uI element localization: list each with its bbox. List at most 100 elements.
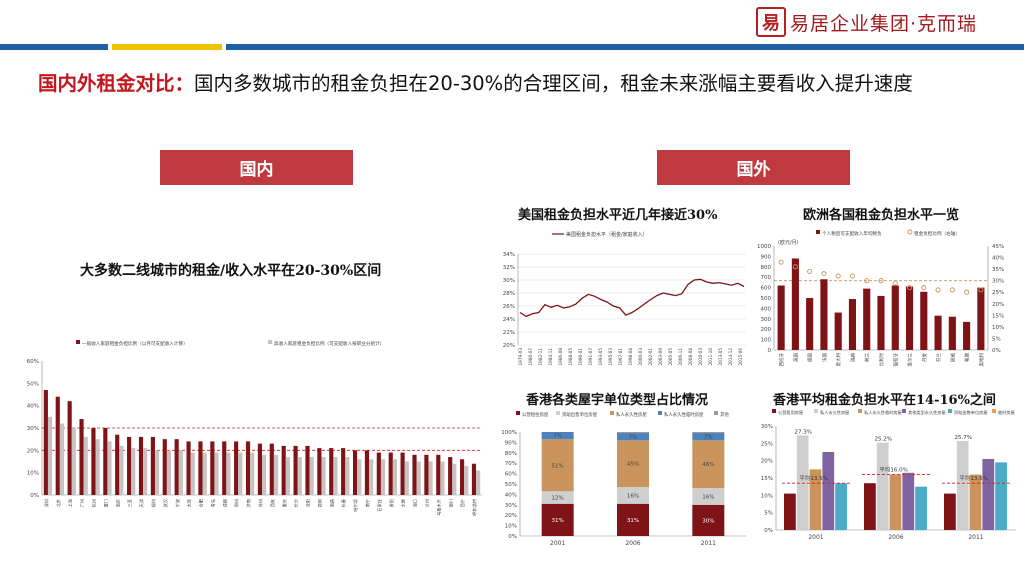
china-x-tick: 贵阳 (388, 499, 395, 507)
hktypes-segment (617, 440, 649, 488)
europe-bar (905, 286, 914, 350)
usa-x-tick: 2002-01 (648, 348, 653, 366)
hktypes-legend-swatch-4 (714, 411, 718, 415)
usa-x-tick: 2008-08 (688, 348, 693, 366)
europe-bar (934, 315, 942, 350)
hkburden-legend-swatch-0 (772, 409, 776, 413)
europe-bar (863, 288, 871, 350)
china-bar-high (226, 452, 231, 495)
hkburden-y-tick: 5% (764, 511, 773, 517)
china-y-tick: 40% (27, 404, 39, 410)
europe-x-tick: 荷兰 (864, 353, 871, 362)
hkburden-legend-label-2: 私人永久性临时房屋 (864, 409, 902, 416)
usa-x-tick: 1993-05 (598, 348, 603, 366)
europe-ratio-marker (864, 278, 870, 284)
china-bar-high (107, 441, 112, 495)
china-bar-high (238, 452, 243, 495)
hktypes-segment-label: 30% (702, 518, 714, 524)
china-bar-general (79, 419, 84, 495)
hktypes-y-tick: 60% (505, 472, 517, 478)
china-x-tick: 福州 (150, 499, 157, 507)
hktypes-y-tick: 80% (505, 451, 517, 457)
logo-text: 易居企业集团·克而瑞 (790, 12, 978, 35)
china-legend-label-0: 一般收入家庭租金负担比例（以月可支配收入计算） (82, 340, 188, 347)
hktypes-legend-swatch-2 (610, 411, 614, 415)
china-bar-general (341, 448, 346, 495)
hktypes-y-tick: 30% (505, 503, 517, 509)
headline-text: 国内多数城市的租金负担在20-30%的合理区间，租金未来涨幅主要看收入提升速度 (194, 72, 913, 95)
china-x-tick: 武汉 (162, 498, 169, 507)
china-chart-title: 大多数二线城市的租金/收入水平在20-30%区间 (80, 263, 382, 279)
china-x-tick: 苏州 (257, 499, 264, 507)
china-x-tick: 西安 (269, 499, 276, 507)
usa-x-tick: 1982-11 (538, 348, 543, 366)
europe-legend-swatch-1 (907, 229, 913, 235)
headline-highlight: 国内外租金对比： (38, 72, 195, 95)
china-bar-high (309, 457, 314, 495)
china-x-tick: 广州 (79, 499, 86, 507)
europe-y2-tick: 25% (992, 290, 1004, 296)
usa-x-tick: 1991-07 (588, 348, 593, 366)
hktypes-y-tick: 50% (505, 482, 517, 488)
europe-x-tick: 比利时 (878, 353, 885, 367)
usa-y-tick: 30% (503, 278, 515, 284)
china-bar-high (297, 457, 302, 495)
hkburden-bar (956, 440, 969, 530)
china-x-tick: 厦门 (102, 499, 109, 507)
hkburden-y-tick: 10% (761, 493, 773, 499)
europe-x-tick: 芬兰 (935, 353, 942, 362)
china-bar-high (392, 459, 397, 495)
usa-x-tick: 1995-03 (608, 348, 613, 366)
europe-y-unit: (欧元/月) (778, 239, 799, 246)
hk-housing-types-chart: 公营租住房屋 资助出售单位房屋 私人永久性房屋 私人永久性临时房屋 其他 0% 10% 20%… (501, 411, 746, 547)
china-bar-high (71, 428, 76, 495)
china-y-tick: 60% (27, 359, 39, 365)
china-bar-high (440, 461, 445, 495)
hkburden-y-tick: 30% (761, 424, 773, 430)
hkburden-bar-label: 25.7% (954, 435, 971, 441)
china-bar-general (150, 436, 155, 495)
hk-rent-burden-chart: 公营租用房屋 私人永久性房屋 私人永久性临时房屋 其他类型永久性房屋 资助出售单位房屋 临… (761, 409, 1016, 541)
hkburden-y-tick: 20% (761, 459, 773, 465)
china-bar-general (352, 450, 358, 495)
china-bar-high (47, 416, 53, 495)
europe-bar (777, 285, 785, 350)
china-bar-general (412, 454, 417, 495)
hkburden-legend-label-5: 临时房屋 (998, 409, 1015, 416)
china-x-tick: 南京 (114, 499, 121, 507)
china-x-tick: 宁波 (174, 498, 181, 507)
china-bar-general (305, 445, 310, 495)
europe-y-tick: 100 (761, 338, 772, 344)
hkburden-average-label: 平均13.5% (799, 474, 827, 482)
europe-ratio-marker (906, 285, 913, 291)
hktypes-legend-label-4: 其他 (720, 411, 729, 418)
hktypes-segment (692, 440, 725, 489)
usa-x-tick: 2011-10 (708, 348, 713, 366)
europe-x-tick: 瑞典 (849, 353, 856, 362)
china-bar-general (281, 445, 286, 495)
hk-types-chart-title: 香港各类屋宇单位类型占比情况 (526, 393, 709, 408)
usa-x-tick: 2010-03 (698, 348, 703, 366)
china-bar-general (471, 463, 477, 495)
hktypes-segment-label: 16% (627, 493, 639, 499)
hkburden-bar-label: 27.3% (794, 429, 811, 435)
section-foreign: 国外 (657, 150, 850, 185)
china-bar-general (91, 428, 96, 495)
china-bar-general (222, 441, 227, 495)
hkburden-bar (969, 474, 982, 530)
hkburden-legend-swatch-3 (902, 409, 906, 413)
hktypes-segment (692, 432, 725, 434)
china-bar-general (55, 396, 60, 495)
china-x-tick: 长沙 (293, 498, 300, 507)
europe-y2-tick: 20% (992, 302, 1004, 308)
hktypes-legend-label-1: 资助出售单位房屋 (562, 411, 598, 418)
europe-bar (963, 321, 971, 350)
hkburden-bar (784, 493, 796, 530)
hkburden-bar (915, 486, 927, 530)
usa-legend-label: 美国租金负担水平（租金/家庭收入） (566, 231, 648, 238)
china-x-tick: 石家庄 (376, 499, 383, 512)
china-bar-high (357, 459, 362, 495)
europe-ratio-marker (849, 273, 856, 279)
europe-ratio-marker (935, 287, 941, 293)
china-x-tick: 三亚 (127, 499, 132, 507)
